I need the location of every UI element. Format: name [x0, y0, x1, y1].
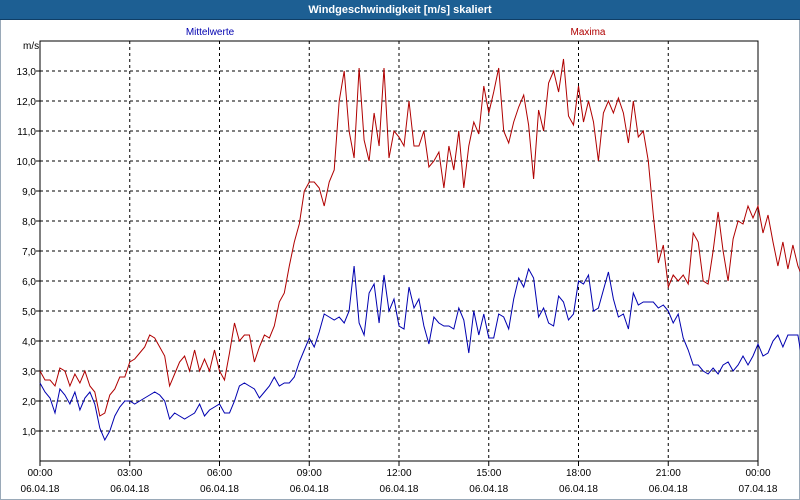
- x-tick-time-label: 12:00: [386, 468, 411, 479]
- x-tick-date-label: 06.04.18: [200, 484, 239, 495]
- y-tick-label: 1,0: [22, 427, 36, 438]
- y-tick-label: 6,0: [22, 277, 36, 288]
- x-tick-time-label: 09:00: [297, 468, 322, 479]
- y-tick-label: 8,0: [22, 217, 36, 228]
- x-tick-date-label: 06.04.18: [469, 484, 508, 495]
- y-tick-label: 4,0: [22, 337, 36, 348]
- x-tick-time-label: 15:00: [476, 468, 501, 479]
- chart-window-title: Windgeschwindigkeit [m/s] skaliert: [0, 0, 800, 20]
- x-tick-date-label: 07.04.18: [739, 484, 778, 495]
- legend-maxima: Maxima: [570, 27, 605, 38]
- x-tick-time-label: 03:00: [117, 468, 142, 479]
- y-tick-label: 9,0: [22, 187, 36, 198]
- y-tick-label: 7,0: [22, 247, 36, 258]
- axes: [36, 40, 759, 466]
- x-tick-time-label: 21:00: [656, 468, 681, 479]
- y-tick-label: 2,0: [22, 397, 36, 408]
- data-series: [39, 58, 800, 442]
- x-tick-time-label: 18:00: [566, 468, 591, 479]
- y-tick-label: 5,0: [22, 307, 36, 318]
- grid-lines: [40, 41, 758, 461]
- x-tick-time-label: 00:00: [745, 468, 770, 479]
- series-line-mittelwerte: [39, 265, 800, 442]
- y-tick-label: 10,0: [17, 157, 37, 168]
- series-line-maxima: [39, 58, 800, 417]
- plot-area-border: [39, 40, 759, 462]
- x-tick-time-label: 06:00: [207, 468, 232, 479]
- y-tick-label: 3,0: [22, 367, 36, 378]
- legend-mittelwerte: Mittelwerte: [186, 27, 235, 38]
- x-tick-date-label: 06.04.18: [649, 484, 688, 495]
- y-tick-labels: 1,0 2,0 3,0 4,0 5,0 6,0 7,0 8,0 9,0 10,0 11,0 12,0 1…: [17, 67, 37, 438]
- x-tick-date-label: 06.04.18: [380, 484, 419, 495]
- y-tick-label: 11,0: [17, 127, 36, 138]
- y-axis-unit-label: m/s: [23, 41, 39, 52]
- x-tick-date-label: 06.04.18: [559, 484, 598, 495]
- x-tick-date-label: 06.04.18: [21, 484, 60, 495]
- x-tick-date-label: 06.04.18: [290, 484, 329, 495]
- y-tick-label: 12,0: [17, 97, 37, 108]
- x-tick-labels: 00:00 06.04.18 03:00 06.04.18 06:00 06.04.18 0…: [21, 468, 778, 495]
- x-tick-time-label: 00:00: [27, 468, 52, 479]
- y-tick-label: 13,0: [17, 67, 37, 78]
- x-tick-date-label: 06.04.18: [110, 484, 149, 495]
